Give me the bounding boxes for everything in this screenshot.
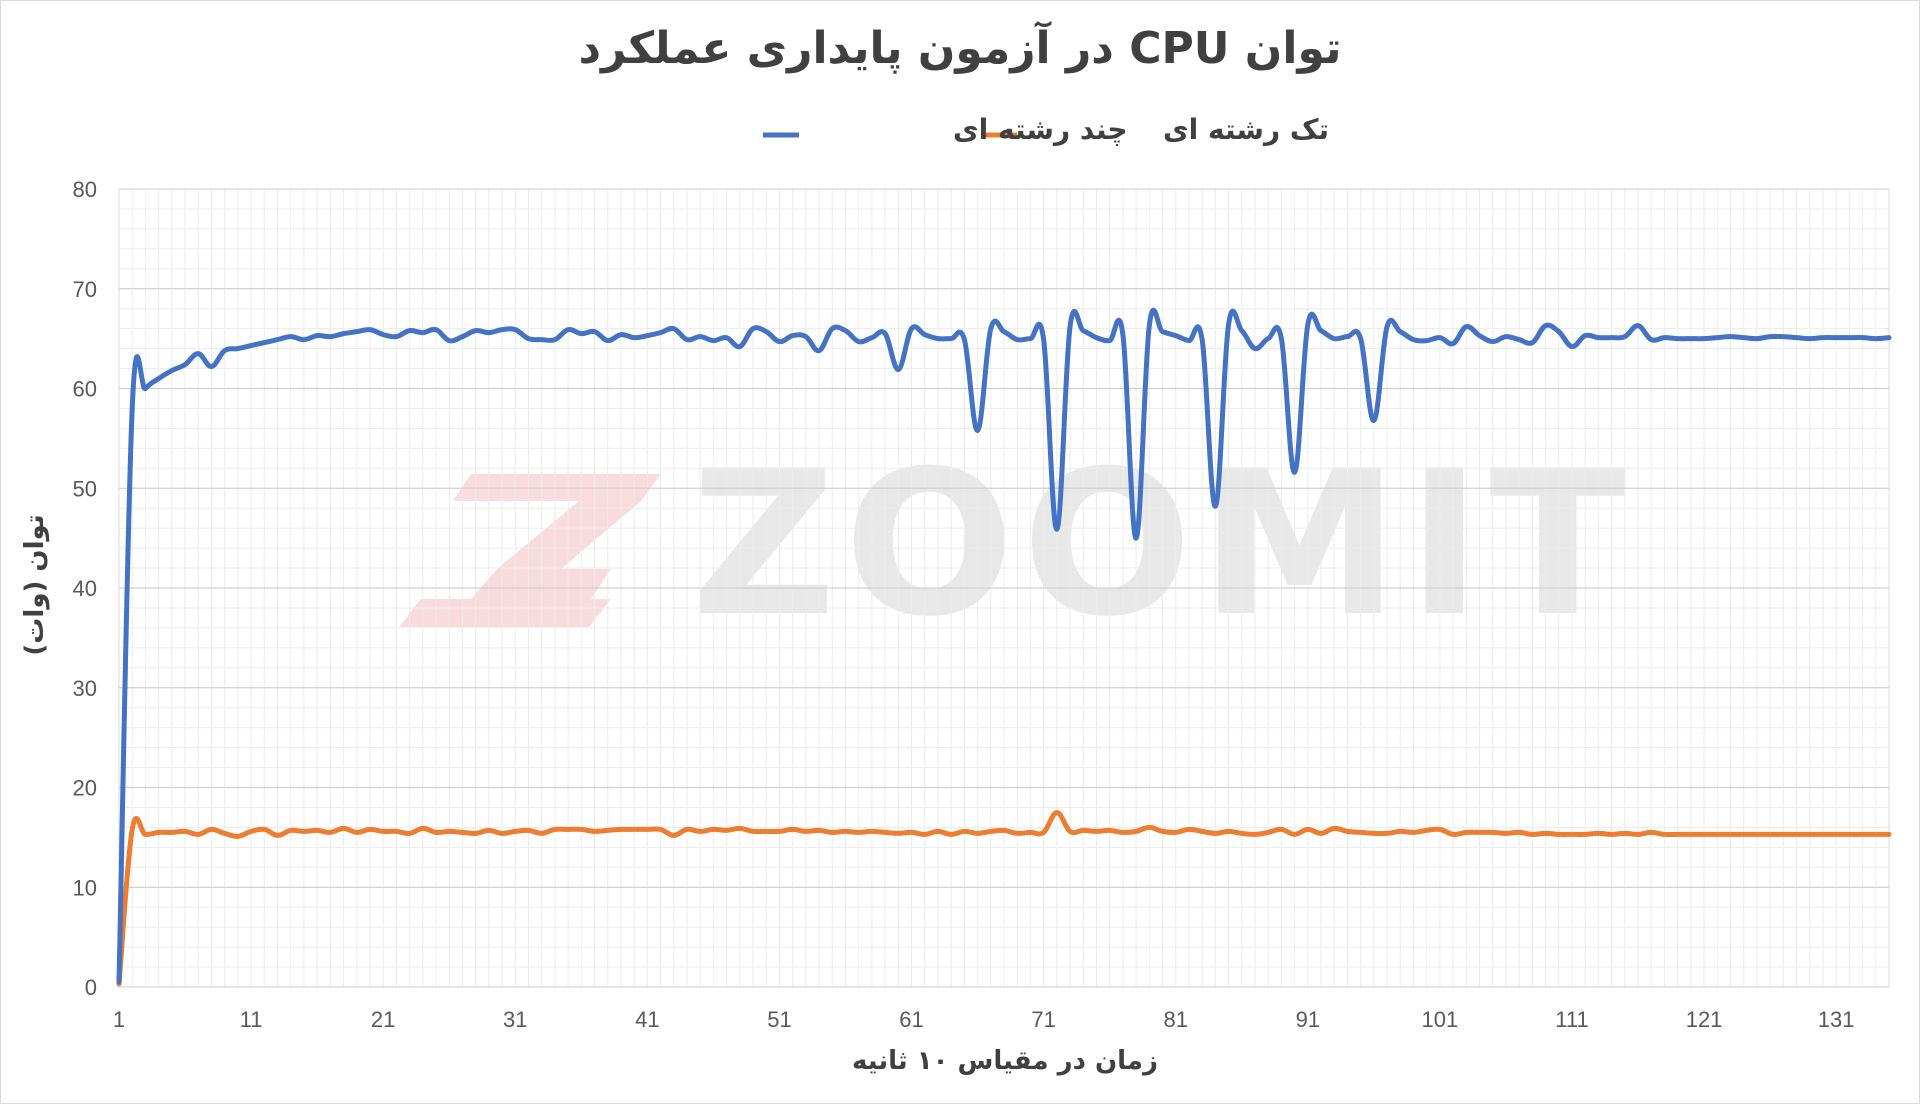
y-tick-label: 80 [73,177,97,202]
y-tick-label: 70 [73,277,97,302]
y-tick-label: 30 [73,676,97,701]
x-tick-label: 61 [899,1007,923,1032]
x-tick-label: 31 [503,1007,527,1032]
series-layer [116,307,1892,987]
y-tick-label: 0 [85,975,97,1000]
x-tick-label: 71 [1031,1007,1055,1032]
y-axis-title: توان (وات) [20,514,50,655]
x-tick-label: 41 [635,1007,659,1032]
y-tick-label: 40 [73,576,97,601]
x-tick-label: 21 [371,1007,395,1032]
x-axis-title: زمان در مقیاس ۱۰ ثانیه [852,1046,1158,1076]
watermark-logo: ZOOMIT [399,428,1634,661]
y-tick-label: 60 [73,377,97,402]
x-tick-label: 1 [113,1007,125,1032]
plot-area-border [118,188,1890,988]
x-tick-label: 81 [1163,1007,1187,1032]
watermark-z-mark [453,474,661,599]
legend-label-multi-thread: چند رشته ای [953,113,1128,146]
y-tick-label: 50 [73,476,97,501]
x-tick-label: 131 [1818,1007,1855,1032]
y-tick-label: 10 [73,875,97,900]
x-tick-label: 91 [1296,1007,1320,1032]
series-line-single-thread [116,809,1892,987]
x-tick-label: 11 [240,1007,263,1032]
x-tick-label: 101 [1422,1007,1459,1032]
legend-label-single-thread: تک رشته ای [1163,113,1329,146]
watermark-text: ZOOMIT [691,428,1634,661]
x-tick-label: 121 [1686,1007,1723,1032]
x-tick-label: 111 [1555,1007,1588,1032]
x-tick-label: 51 [767,1007,791,1032]
watermark-z-mark-lower [399,599,611,627]
legend: تک رشته ای چند رشته ای [763,113,1329,146]
series-line-multi-thread [116,307,1892,985]
y-tick-label: 20 [73,776,97,801]
chart-title: توان CPU در آزمون پایداری عملکرد [578,20,1341,74]
grid [118,188,1890,988]
